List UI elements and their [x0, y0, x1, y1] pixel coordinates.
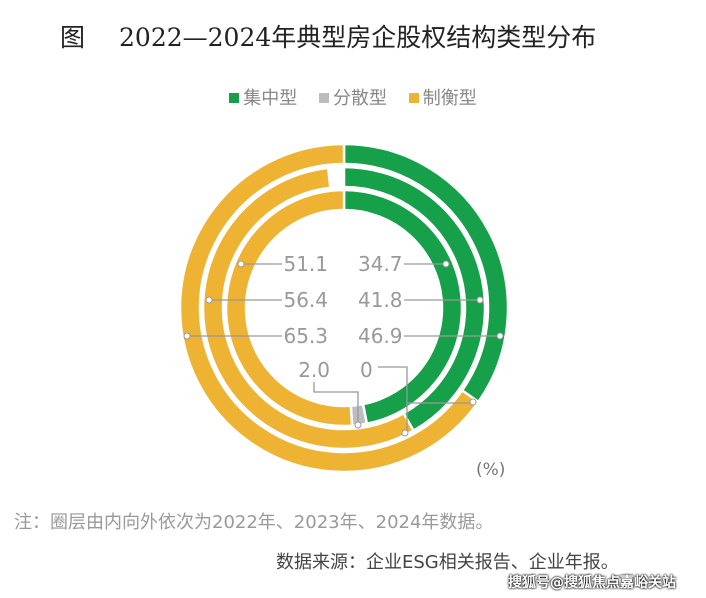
legend-item-dispersed: 分散型	[319, 84, 387, 110]
data-label: 51.1	[283, 252, 328, 276]
ring-segment-2024-制衡型	[178, 142, 481, 474]
ring-segment-2022-制衡型	[224, 188, 354, 428]
note: 注：圈层由内向外依次为2022年、2023年、2024年数据。	[14, 512, 494, 533]
data-label: 34.7	[358, 252, 403, 276]
legend-item-concentrated: 集中型	[229, 84, 297, 110]
data-label: 56.4	[283, 288, 328, 312]
figure-prefix: 图	[60, 23, 86, 52]
watermark: 搜狐号@搜狐焦点嘉峪关站	[508, 575, 676, 591]
legend-item-balanced: 制衡型	[408, 84, 477, 110]
legend-swatch	[408, 93, 419, 103]
leader-dot	[442, 260, 450, 268]
leader-dot	[237, 260, 245, 268]
data-label: 65.3	[283, 324, 328, 348]
leader-dot	[205, 296, 213, 304]
legend: 集中型 分散型 制衡型	[0, 84, 706, 110]
leader-dot	[354, 421, 362, 429]
legend-swatch	[229, 93, 240, 103]
leader-dot	[469, 398, 477, 406]
ring-segment-2023-制衡型	[201, 166, 416, 451]
leader-dot	[183, 332, 191, 340]
data-label: 41.8	[358, 288, 403, 312]
chart-title: 图 2022—2024年典型房企股权结构类型分布	[60, 18, 596, 54]
unit-label: (%)	[476, 460, 506, 480]
data-label: 2.0	[298, 358, 330, 382]
data-source: 数据来源：企业ESG相关报告、企业年报。	[276, 552, 619, 573]
leader-dot	[496, 332, 504, 340]
data-label: 0	[360, 358, 373, 382]
legend-swatch	[319, 93, 329, 103]
leader-dot	[401, 429, 409, 437]
title-text: 2022—2024年典型房企股权结构类型分布	[119, 23, 597, 52]
leader-line	[378, 366, 408, 433]
data-label: 46.9	[358, 324, 403, 348]
leader-line	[313, 382, 359, 425]
leader-dot	[476, 296, 484, 304]
